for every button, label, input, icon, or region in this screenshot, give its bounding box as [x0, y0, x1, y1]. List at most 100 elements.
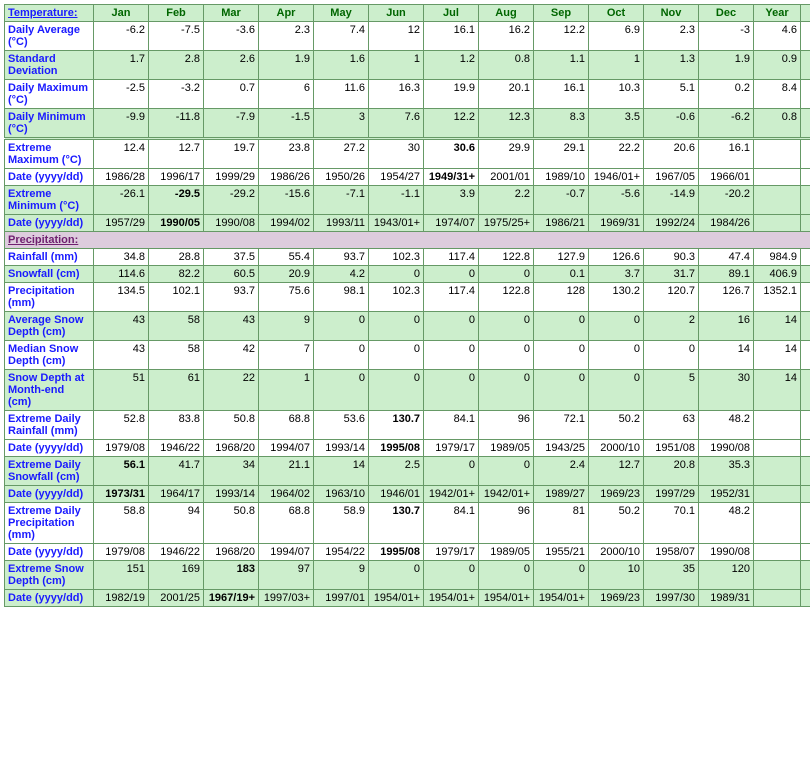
cell: 1.3	[644, 51, 699, 80]
cell: 1958/07	[644, 544, 699, 561]
cell: 58	[149, 341, 204, 370]
cell: 82.2	[149, 266, 204, 283]
cell: A	[801, 109, 810, 139]
cell: 16.1	[699, 139, 754, 169]
cell: 2.3	[644, 22, 699, 51]
cell: 19.9	[424, 80, 479, 109]
cell: 5.1	[644, 80, 699, 109]
cell: 0	[589, 312, 644, 341]
cell: 0	[314, 312, 369, 341]
cell: 0.8	[479, 51, 534, 80]
cell	[754, 186, 801, 215]
section-link[interactable]: Temperature:	[8, 7, 77, 19]
cell: 0	[369, 312, 424, 341]
cell: -6.2	[699, 109, 754, 139]
cell: 0.1	[534, 266, 589, 283]
cell: 120.7	[644, 283, 699, 312]
cell: 1949/31+	[424, 169, 479, 186]
cell: 120	[699, 561, 754, 590]
cell: 1997/01	[314, 590, 369, 607]
cell: 30	[699, 370, 754, 411]
row-label: Standard Deviation	[5, 51, 94, 80]
cell: 1993/11	[314, 215, 369, 232]
cell: 1	[589, 51, 644, 80]
cell: 12.3	[479, 109, 534, 139]
cell: 83.8	[149, 411, 204, 440]
cell: 20.9	[259, 266, 314, 283]
cell: A	[801, 312, 810, 341]
cell: -29.5	[149, 186, 204, 215]
cell: 58	[149, 312, 204, 341]
cell: 2001/25	[149, 590, 204, 607]
cell: 2	[644, 312, 699, 341]
cell	[801, 486, 810, 503]
cell: 1990/08	[699, 440, 754, 457]
cell: 1993/14	[314, 440, 369, 457]
row-label: Extreme Minimum (°C)	[5, 186, 94, 215]
cell: 2.2	[479, 186, 534, 215]
cell: 50.8	[204, 411, 259, 440]
cell: 8.4	[754, 80, 801, 109]
cell: 151	[94, 561, 149, 590]
cell	[754, 169, 801, 186]
cell: 16	[699, 312, 754, 341]
climate-data-table: Temperature:JanFebMarAprMayJunJulAugSepO…	[4, 4, 810, 607]
cell: 90.3	[644, 249, 699, 266]
cell: 84.1	[424, 411, 479, 440]
cell	[801, 411, 810, 440]
cell: 0	[534, 312, 589, 341]
table-row: Median Snow Depth (cm)435842700000001414…	[5, 341, 810, 370]
table-row: Snow Depth at Month-end (cm)516122100000…	[5, 370, 810, 411]
cell: 2.5	[369, 457, 424, 486]
cell: 23.8	[259, 139, 314, 169]
cell: 1967/05	[644, 169, 699, 186]
cell: 96	[479, 411, 534, 440]
cell: 22.2	[589, 139, 644, 169]
cell: 1975/25+	[479, 215, 534, 232]
cell: A	[801, 249, 810, 266]
cell: 130.7	[369, 411, 424, 440]
cell: 55.4	[259, 249, 314, 266]
cell: 0	[424, 457, 479, 486]
cell: -1.1	[369, 186, 424, 215]
cell: 1974/07	[424, 215, 479, 232]
cell: 1.9	[699, 51, 754, 80]
cell: 68.8	[259, 503, 314, 544]
cell: 35.3	[699, 457, 754, 486]
cell: 72.1	[534, 411, 589, 440]
cell: 1986/28	[94, 169, 149, 186]
col-header: Jan	[94, 5, 149, 22]
table-row: Extreme Maximum (°C)12.412.719.723.827.2…	[5, 139, 810, 169]
cell: 0	[424, 266, 479, 283]
row-label: Date (yyyy/dd)	[5, 215, 94, 232]
cell: 5	[644, 370, 699, 411]
cell: 4.6	[754, 22, 801, 51]
cell: A	[801, 51, 810, 80]
table-row: Average Snow Depth (cm)43584390000002161…	[5, 312, 810, 341]
cell: 3.9	[424, 186, 479, 215]
cell: 127.9	[534, 249, 589, 266]
cell: -7.5	[149, 22, 204, 51]
cell: 1984/26	[699, 215, 754, 232]
cell: 1990/08	[699, 544, 754, 561]
row-label: Extreme Snow Depth (cm)	[5, 561, 94, 590]
table-row: Extreme Daily Precipitation (mm)58.89450…	[5, 503, 810, 544]
cell: 41.7	[149, 457, 204, 486]
cell: 1966/01	[699, 169, 754, 186]
table-row: Date (yyyy/dd)1979/081946/221968/201994/…	[5, 440, 810, 457]
row-label: Daily Average (°C)	[5, 22, 94, 51]
cell: 117.4	[424, 283, 479, 312]
cell: 43	[204, 312, 259, 341]
cell: 1942/01+	[424, 486, 479, 503]
cell: 1996/17	[149, 169, 204, 186]
cell: 1964/02	[259, 486, 314, 503]
cell: 1995/08	[369, 440, 424, 457]
cell: 50.8	[204, 503, 259, 544]
cell: A	[801, 283, 810, 312]
cell: 7	[259, 341, 314, 370]
cell	[801, 139, 810, 169]
cell: 1986/21	[534, 215, 589, 232]
cell: 14	[314, 457, 369, 486]
cell: 29.9	[479, 139, 534, 169]
cell: 3	[314, 109, 369, 139]
